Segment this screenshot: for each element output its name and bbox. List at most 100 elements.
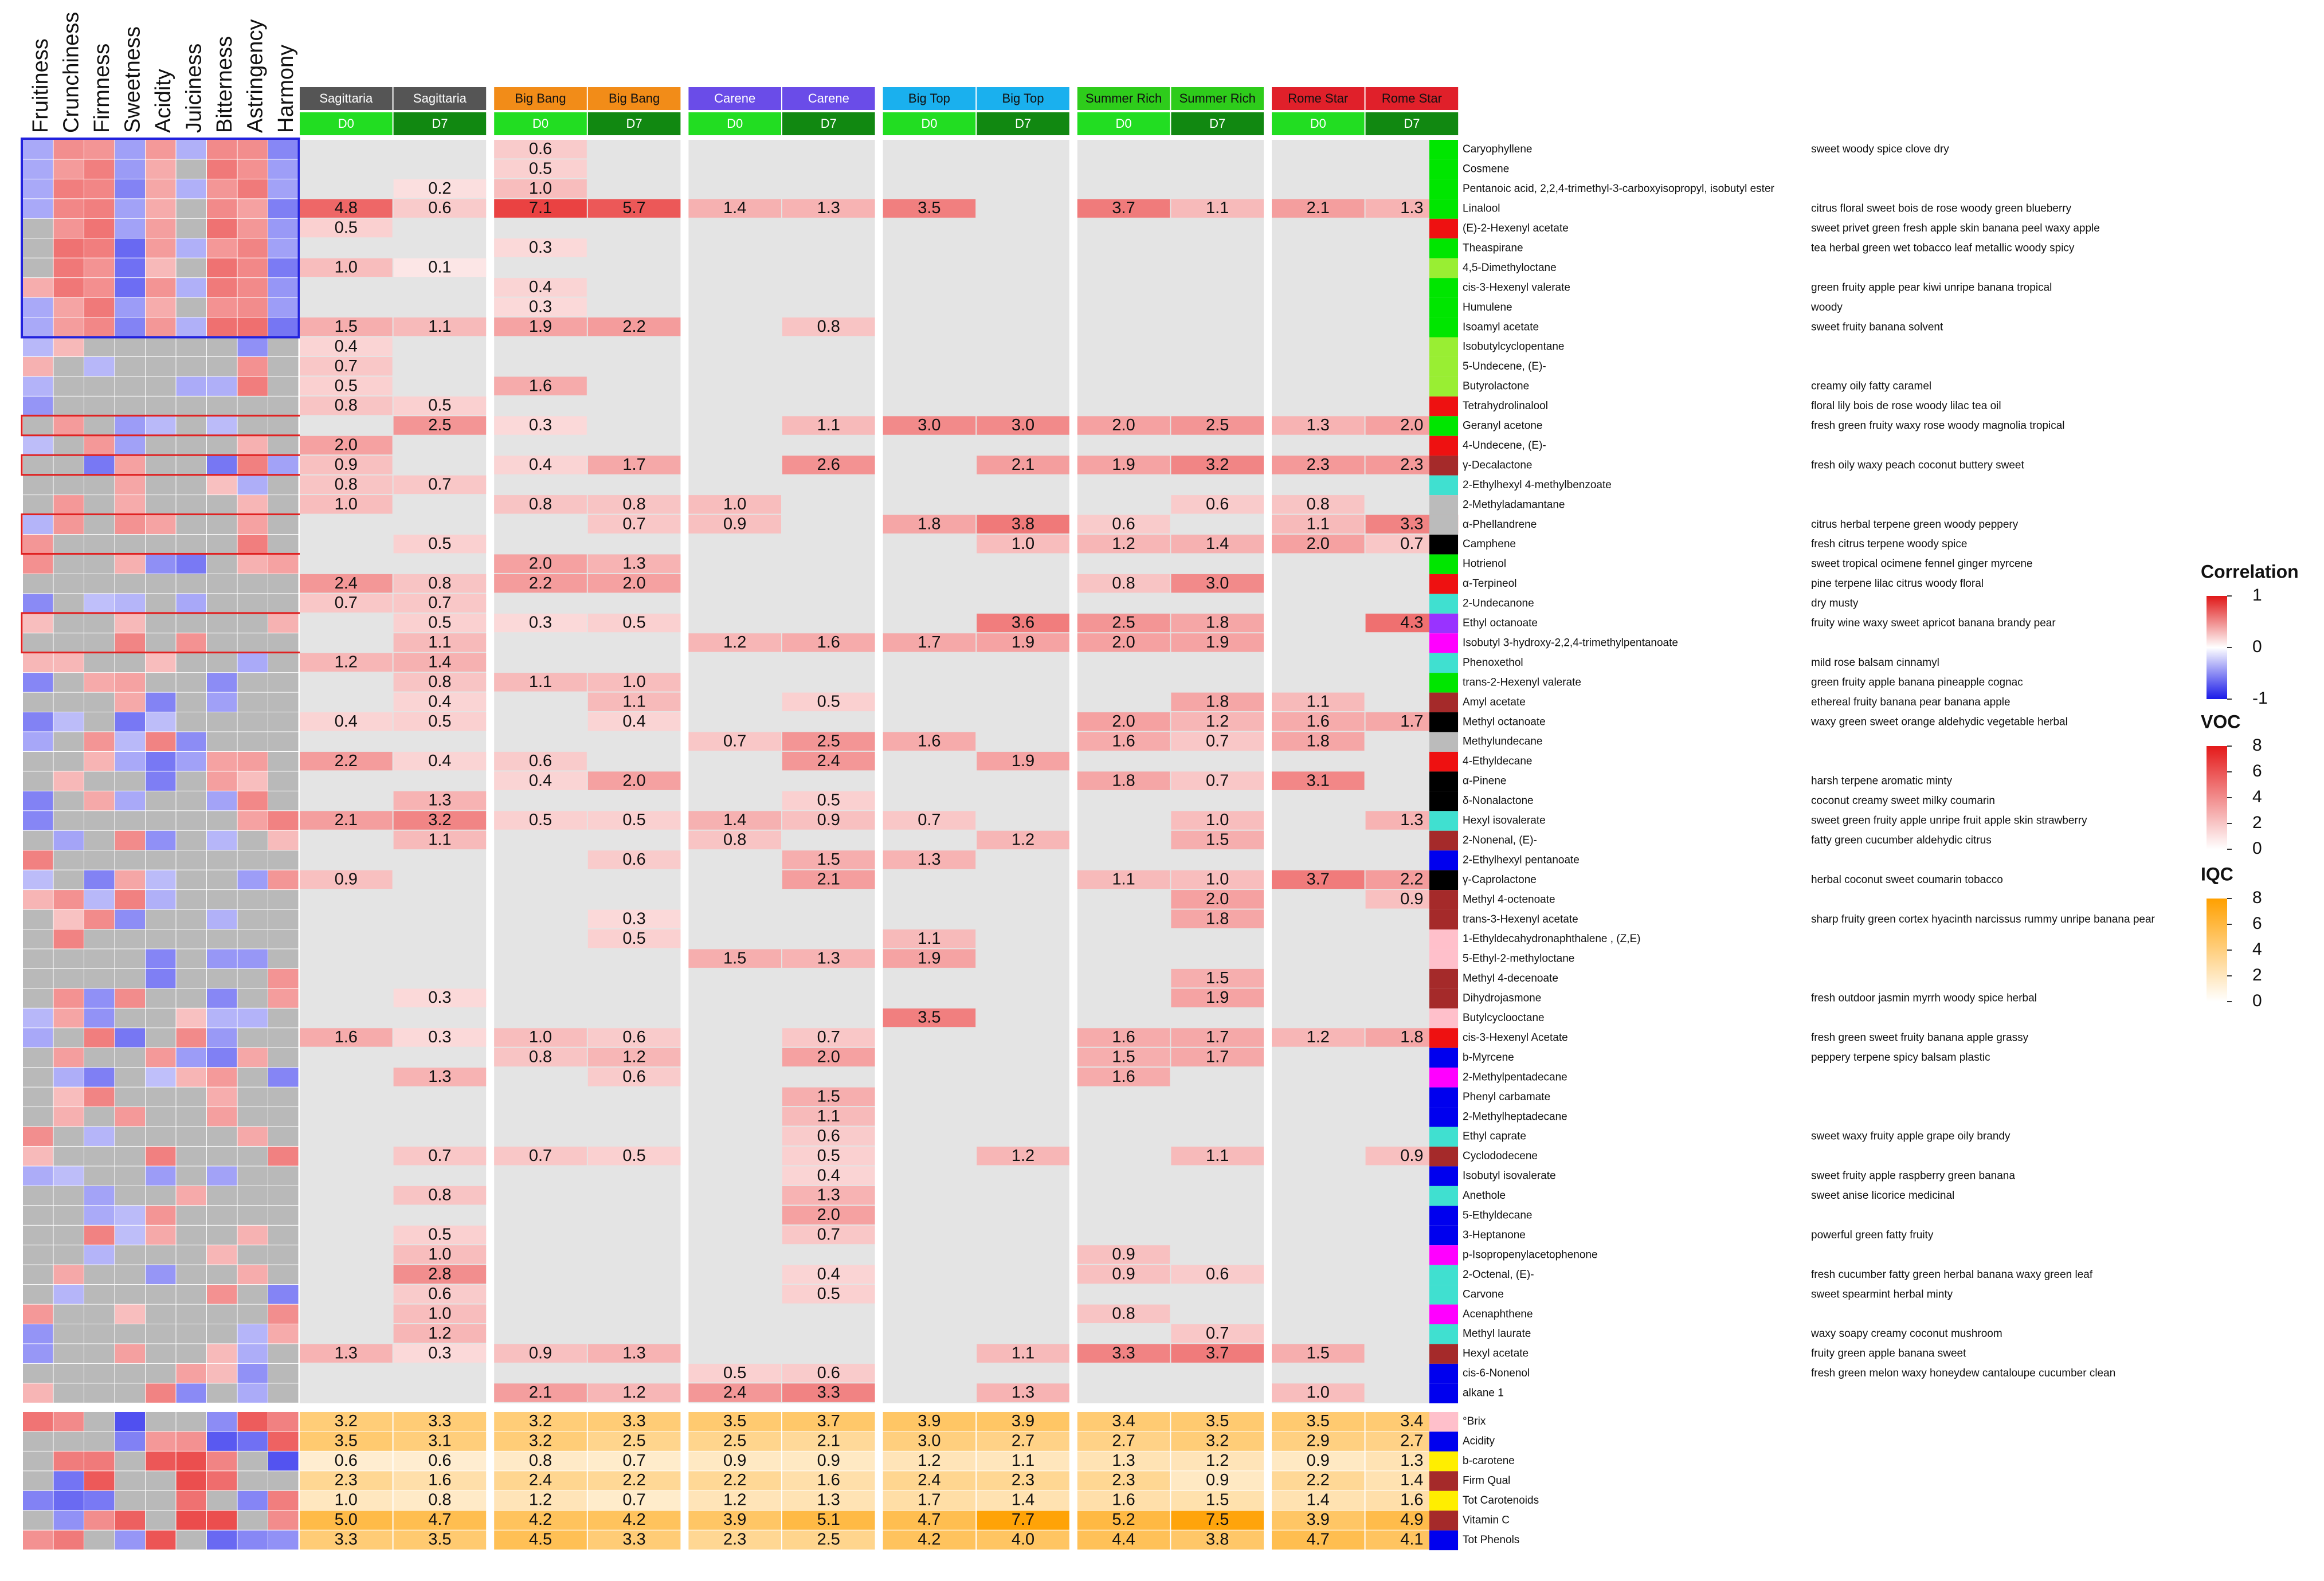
voc-cell xyxy=(494,751,587,771)
corr-cell xyxy=(146,811,176,830)
voc-cell xyxy=(587,1068,681,1086)
row-annotation-cell xyxy=(1429,535,1458,555)
voc-cell xyxy=(977,535,1069,554)
voc-cell xyxy=(494,456,587,474)
corr-cell xyxy=(237,416,268,436)
corr-cell xyxy=(84,1511,115,1530)
iqc-cell-value: 1.4 xyxy=(1400,1471,1423,1489)
voc-cell-value: 0.7 xyxy=(817,1226,840,1244)
voc-cell-value: 0.7 xyxy=(918,811,940,829)
iqc-cell xyxy=(1077,1431,1170,1451)
voc-cell xyxy=(393,653,487,672)
corr-cell xyxy=(176,278,206,297)
corr-cell xyxy=(237,140,268,159)
corr-cell xyxy=(146,1451,176,1471)
voc-cell-value: 1.3 xyxy=(335,1344,358,1362)
voc-cell-value: 0.6 xyxy=(817,1127,840,1145)
corr-cell xyxy=(53,1146,84,1166)
voc-cell-value: 1.2 xyxy=(1012,1147,1034,1165)
voc-cell-value: 0.2 xyxy=(428,179,451,198)
row-annotation-cell xyxy=(1429,1028,1458,1048)
voc-cell-value: 1.8 xyxy=(1206,692,1229,711)
corr-cell xyxy=(237,1068,268,1087)
corr-cell xyxy=(207,456,237,475)
corr-cell xyxy=(237,1363,268,1383)
voc-cell xyxy=(782,1363,875,1383)
corr-cell xyxy=(207,1186,237,1206)
corr-cell xyxy=(23,712,53,732)
corr-cell xyxy=(115,633,145,653)
corr-cell xyxy=(53,278,84,297)
corr-cell xyxy=(237,594,268,613)
row-annotation-cell xyxy=(1429,554,1458,574)
corr-cell xyxy=(53,870,84,890)
odor-descriptor-label: green fruity apple pear kiwi unripe bana… xyxy=(1811,281,2052,293)
corr-cell xyxy=(207,535,237,554)
voc-cell-value: 0.5 xyxy=(723,1364,746,1382)
voc-cell xyxy=(883,732,976,751)
voc-cell-value: 0.5 xyxy=(428,397,451,415)
corr-cell xyxy=(146,594,176,613)
voc-row-label: 3-Heptanone xyxy=(1463,1229,1526,1241)
corr-cell xyxy=(23,732,53,751)
voc-row-label: 5-Ethyl-2-methyloctane xyxy=(1463,953,1574,965)
voc-cell xyxy=(1272,535,1365,554)
corr-cell xyxy=(237,1530,268,1550)
voc-cell-value: 0.5 xyxy=(335,376,358,395)
voc-cell-value: 4.8 xyxy=(335,199,358,217)
iqc-cell xyxy=(300,1530,393,1550)
corr-cell xyxy=(268,376,299,396)
voc-cell xyxy=(1171,870,1264,889)
cultivar-header-cell xyxy=(688,87,781,110)
iqc-cell xyxy=(1171,1451,1264,1471)
corr-cell xyxy=(268,1363,299,1383)
voc-cell xyxy=(782,870,875,889)
odor-descriptor-label: fatty green cucumber aldehydic citrus xyxy=(1811,834,1992,846)
corr-cell xyxy=(84,456,115,475)
corr-cell xyxy=(23,1304,53,1324)
row-annotation-cell xyxy=(1429,317,1458,338)
voc-cell-value: 3.5 xyxy=(918,199,940,217)
voc-row-label: Tetrahydrolinalool xyxy=(1463,400,1548,412)
corr-cell xyxy=(268,199,299,218)
corr-cell xyxy=(207,613,237,633)
corr-cell xyxy=(146,1511,176,1530)
row-annotation-cell xyxy=(1429,199,1458,219)
corr-cell xyxy=(53,356,84,376)
voc-cell xyxy=(587,712,681,731)
voc-cell-value: 3.0 xyxy=(1206,574,1229,593)
corr-cell xyxy=(115,258,145,278)
corr-cell xyxy=(176,791,206,811)
voc-cell-value: 2.5 xyxy=(817,732,840,750)
corr-cell xyxy=(115,850,145,870)
iqc-cell xyxy=(1077,1530,1170,1550)
corr-cell xyxy=(146,633,176,653)
corr-cell xyxy=(237,337,268,356)
voc-cell xyxy=(883,949,976,968)
corr-cell xyxy=(268,1087,299,1107)
corr-cell xyxy=(84,436,115,456)
corr-cell xyxy=(207,949,237,968)
day-header-label: D7 xyxy=(1209,116,1225,131)
voc-cell-value: 7.1 xyxy=(529,199,552,217)
iqc-legend-tick-label: 6 xyxy=(2252,914,2262,933)
correlation-legend-tick-label: -1 xyxy=(2252,689,2268,708)
iqc-cell-value: 3.2 xyxy=(529,1431,552,1450)
corr-cell xyxy=(23,515,53,534)
corr-cell xyxy=(207,1127,237,1146)
corr-cell xyxy=(23,692,53,712)
voc-cell-value: 0.4 xyxy=(428,692,451,711)
voc-cell-value: 0.9 xyxy=(335,456,358,474)
row-annotation-cell xyxy=(1429,968,1458,989)
iqc-cell-value: 3.7 xyxy=(817,1412,840,1430)
row-annotation-cell xyxy=(1429,356,1458,377)
corr-cell xyxy=(176,929,206,949)
voc-cell-value: 2.3 xyxy=(1400,456,1423,474)
voc-cell-value: 3.8 xyxy=(1012,515,1034,533)
corr-cell xyxy=(115,574,145,594)
row-annotation-cell xyxy=(1429,258,1458,278)
voc-cell-value: 1.9 xyxy=(1012,752,1034,770)
voc-cell-value: 0.5 xyxy=(622,929,645,948)
